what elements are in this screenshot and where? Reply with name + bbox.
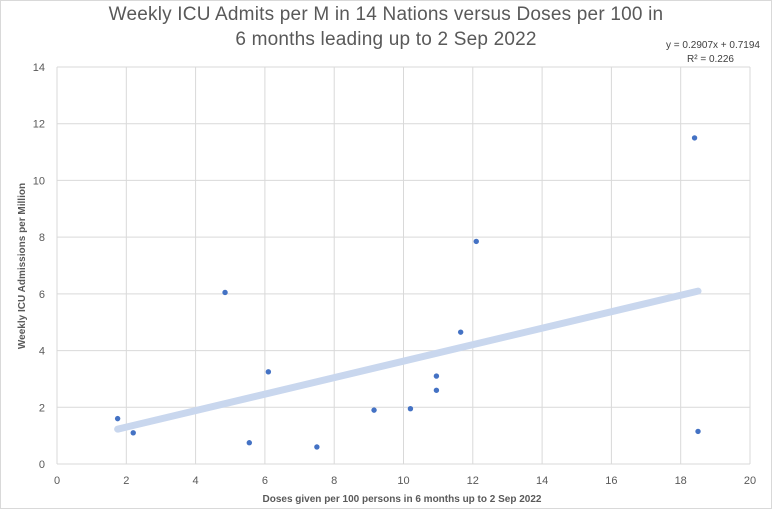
- y-tick-label-6: 12: [33, 119, 45, 131]
- data-point-3: [246, 440, 253, 446]
- x-tick-label-0: 0: [54, 475, 60, 487]
- x-tick-label-3: 6: [262, 475, 268, 487]
- trendline-r-squared: R² = 0.226: [687, 54, 734, 65]
- data-point-12: [691, 135, 698, 141]
- data-point-8: [433, 373, 440, 379]
- x-tick-label-6: 12: [467, 475, 479, 487]
- y-axis-ticks: 0 2 4 6 8 10 12 14: [33, 62, 45, 471]
- data-point-4: [265, 369, 272, 375]
- y-tick-label-7: 14: [33, 62, 45, 74]
- data-point-2: [222, 289, 228, 296]
- trendline: [114, 287, 702, 433]
- y-tick-label-2: 4: [39, 346, 45, 358]
- data-points: [114, 135, 701, 450]
- data-point-10: [457, 329, 464, 335]
- data-point-6: [371, 407, 377, 413]
- trendline-group: [114, 287, 702, 433]
- chart-title-line-2: 6 months leading up to 2 Sep 2022: [235, 29, 537, 50]
- x-tick-label-5: 10: [397, 475, 409, 487]
- x-tick-label-1: 2: [123, 475, 129, 487]
- y-tick-label-0: 0: [39, 459, 45, 471]
- chart-title-line-1: Weekly ICU Admits per M in 14 Nations ve…: [108, 4, 664, 25]
- data-point-9: [433, 387, 440, 393]
- x-tick-label-2: 4: [193, 475, 199, 487]
- x-tick-label-7: 14: [536, 475, 548, 487]
- y-tick-label-1: 2: [39, 402, 45, 414]
- data-point-13: [695, 428, 701, 435]
- data-point-0: [114, 415, 121, 422]
- gridlines: [56, 66, 751, 465]
- data-point-1: [130, 430, 136, 436]
- x-tick-label-4: 8: [331, 475, 337, 487]
- x-tick-label-10: 20: [744, 475, 756, 487]
- trendline-equation: y = 0.2907x + 0.7194: [666, 40, 760, 51]
- y-tick-label-5: 10: [33, 175, 45, 187]
- data-point-5: [314, 444, 320, 450]
- y-axis-label: Weekly ICU Admissions per Million: [17, 183, 28, 349]
- x-tick-label-9: 18: [675, 475, 687, 487]
- y-tick-label-4: 8: [39, 232, 45, 244]
- data-point-7: [407, 406, 414, 412]
- x-tick-label-8: 16: [605, 475, 617, 487]
- x-axis-ticks: 0 2 4 6 8 10 12 14 16 18 20: [54, 475, 756, 487]
- y-tick-label-3: 6: [39, 289, 45, 301]
- data-point-11: [473, 238, 479, 245]
- x-axis-label: Doses given per 100 persons in 6 months …: [263, 494, 542, 505]
